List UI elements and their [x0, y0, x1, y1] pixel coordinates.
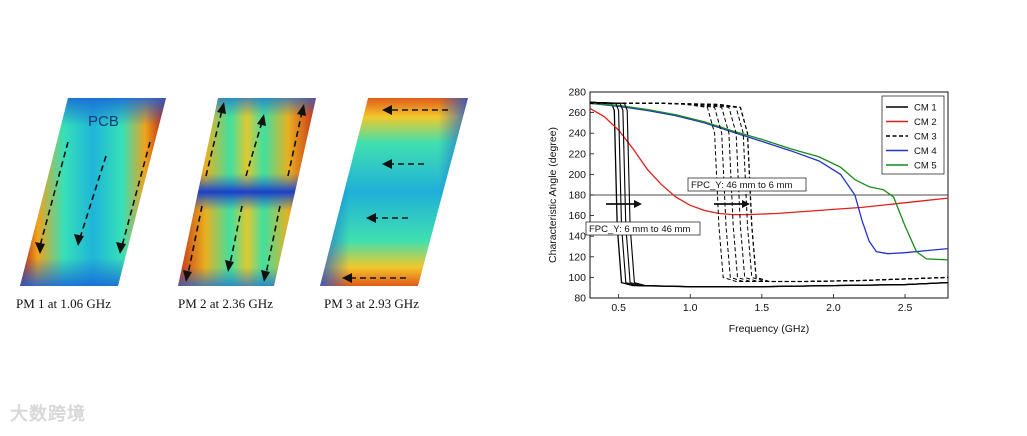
y-tick-label: 260 [568, 107, 586, 119]
y-tick-label: 220 [568, 148, 586, 160]
y-tick-label: 100 [568, 272, 586, 284]
y-tick-label: 280 [568, 87, 586, 99]
series-cm-2 [590, 107, 948, 216]
mode-2-caption: PM 2 at 2.36 GHz [178, 296, 273, 311]
mode-3-current-map [320, 98, 468, 286]
y-axis-label: Characteristic Angle (degree) [547, 127, 559, 263]
series-cm-4 [590, 102, 948, 255]
mode-3-caption: PM 3 at 2.93 GHz [324, 296, 419, 311]
mode-2-current-map [178, 98, 316, 286]
y-tick-label: 160 [568, 210, 586, 222]
y-tick-label: 140 [568, 231, 586, 243]
legend-label: CM 4 [914, 146, 937, 157]
y-tick-label: 240 [568, 128, 586, 140]
x-tick-label: 1.0 [683, 302, 698, 314]
svg-text:FPC_Y: 6 mm to 46 mm: FPC_Y: 6 mm to 46 mm [589, 224, 690, 235]
svg-text:FPC_Y: 46 mm to 6 mm: FPC_Y: 46 mm to 6 mm [691, 180, 792, 191]
y-tick-label: 180 [568, 190, 586, 202]
mode-1-caption: PM 1 at 1.06 GHz [16, 296, 111, 311]
legend: CM 1 CM 2 CM 3 CM 4 CM 5 [881, 95, 945, 175]
characteristic-angle-chart: 80 100 120 140 160 180 200 220 240 260 280 0.5 1.0 1.… [547, 87, 949, 335]
series-cm-5 [590, 102, 948, 261]
x-tick-label: 2.5 [898, 302, 913, 314]
x-axis-label: Frequency (GHz) [729, 323, 810, 335]
legend-label: CM 2 [914, 117, 937, 128]
y-tick-label: 80 [574, 293, 586, 305]
x-tick-label: 1.5 [755, 302, 770, 314]
legend-label: CM 3 [914, 132, 937, 143]
y-tick-label: 120 [568, 251, 586, 263]
x-tick-label: 0.5 [611, 302, 626, 314]
y-tick-label: 200 [568, 169, 586, 181]
annotation-46-to-6: FPC_Y: 46 mm to 6 mm [687, 177, 807, 192]
pcb-label: PCB [88, 113, 119, 130]
mode-1-current-map: PCB [20, 98, 166, 286]
watermark: 大数跨境 [10, 404, 86, 425]
series-cm-3-sweep [590, 102, 948, 282]
annotation-6-to-46: FPC_Y: 6 mm to 46 mm [585, 221, 701, 236]
series-cm-1-sweep [590, 101, 948, 288]
x-tick-label: 2.0 [826, 302, 841, 314]
legend-label: CM 5 [914, 161, 937, 172]
legend-label: CM 1 [914, 103, 937, 114]
